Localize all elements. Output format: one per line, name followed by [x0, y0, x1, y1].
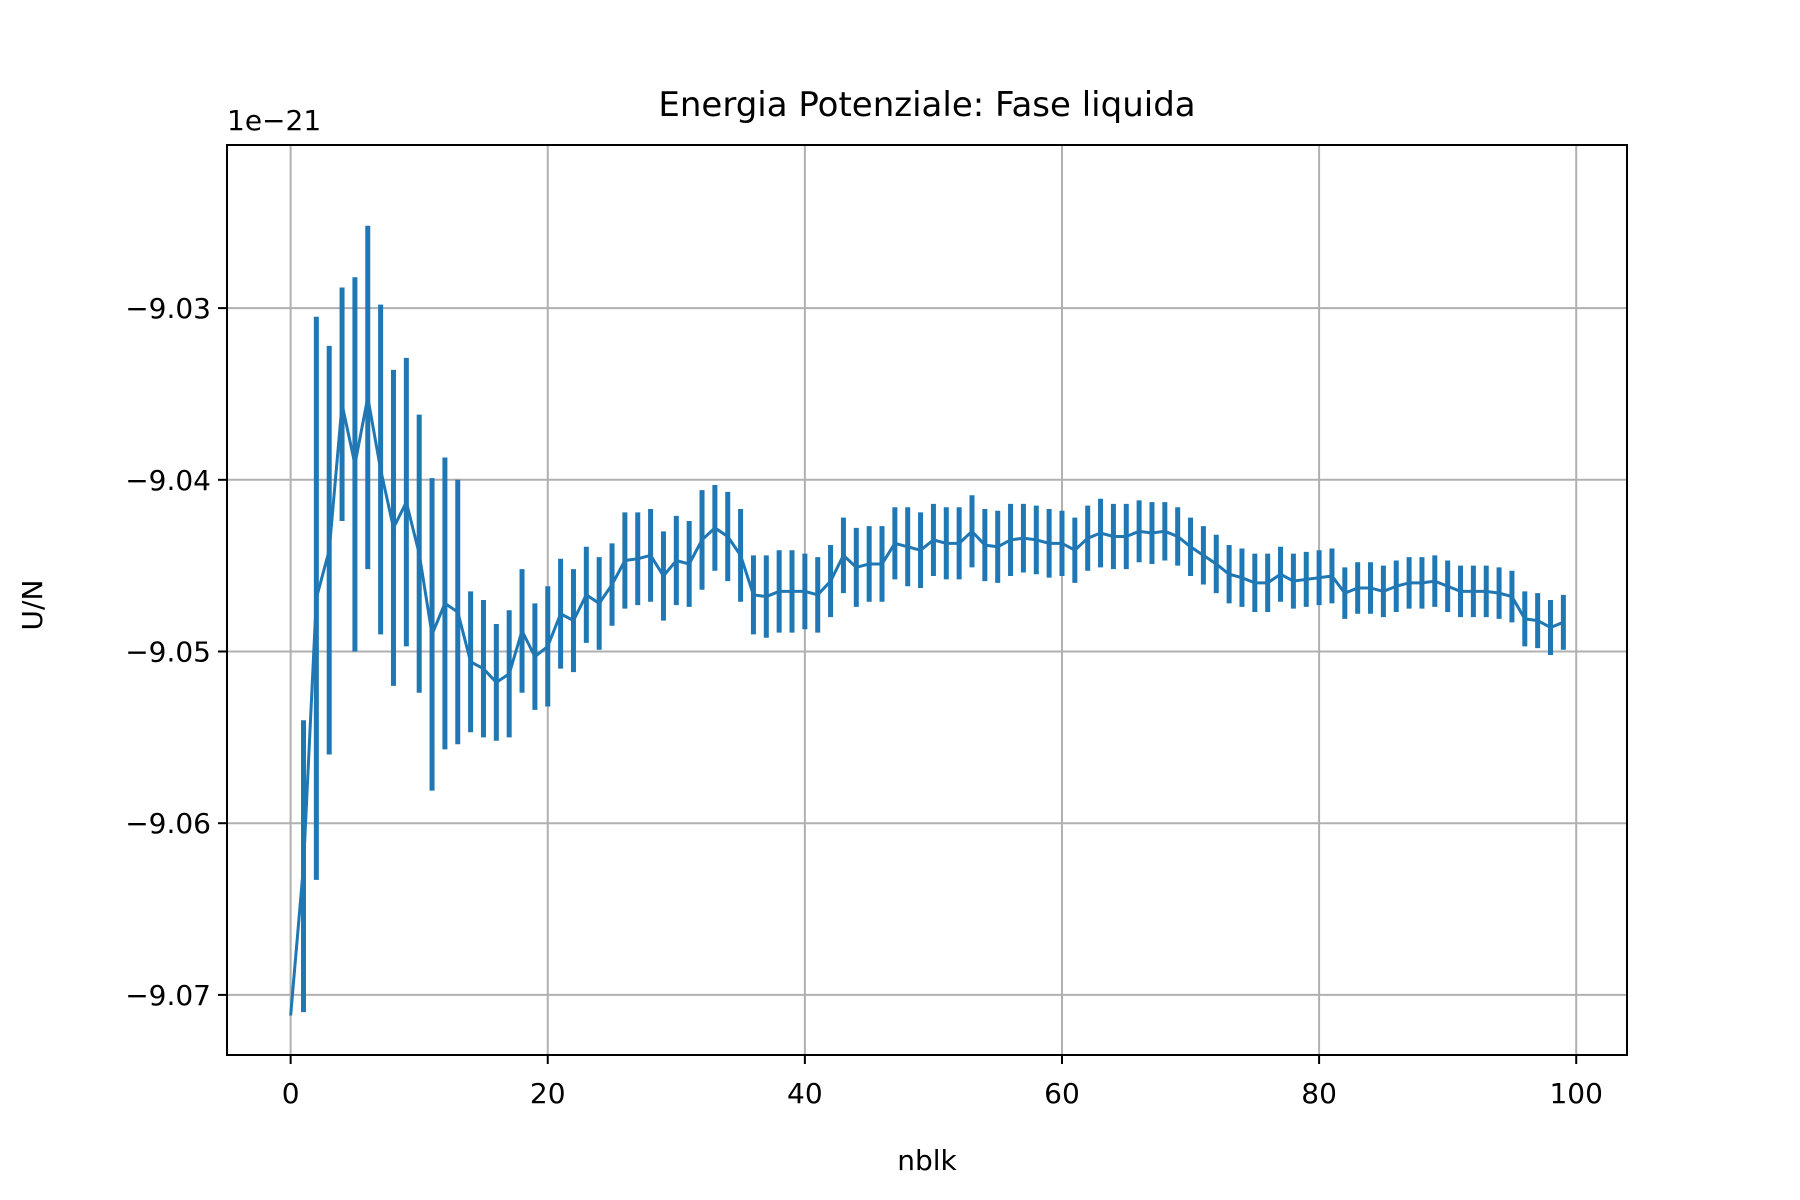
y-offset-label: 1e−21	[227, 104, 321, 137]
chart-title: Energia Potenziale: Fase liquida	[658, 85, 1195, 125]
y-axis: −9.07 −9.06 −9.05 −9.04 −9.03	[125, 292, 227, 1012]
series-line	[289, 397, 1564, 1016]
x-axis: 0 20 40 60 80 100	[282, 1055, 1603, 1110]
y-tick-label: −9.07	[125, 979, 211, 1012]
x-axis-label: nblk	[897, 1144, 957, 1177]
y-tick-label: −9.04	[125, 464, 211, 497]
x-tick-label: 20	[530, 1077, 566, 1110]
plot-frame	[226, 144, 1628, 1056]
y-tick-label: −9.03	[125, 292, 211, 325]
x-tick-label: 0	[282, 1077, 300, 1110]
x-tick-label: 80	[1301, 1077, 1337, 1110]
y-axis-label: U/N	[16, 580, 49, 631]
y-tick-label: −9.06	[125, 807, 211, 840]
y-tick-label: −9.05	[125, 636, 211, 669]
x-tick-label: 60	[1044, 1077, 1080, 1110]
x-tick-label: 40	[787, 1077, 823, 1110]
x-tick-label: 100	[1549, 1077, 1602, 1110]
